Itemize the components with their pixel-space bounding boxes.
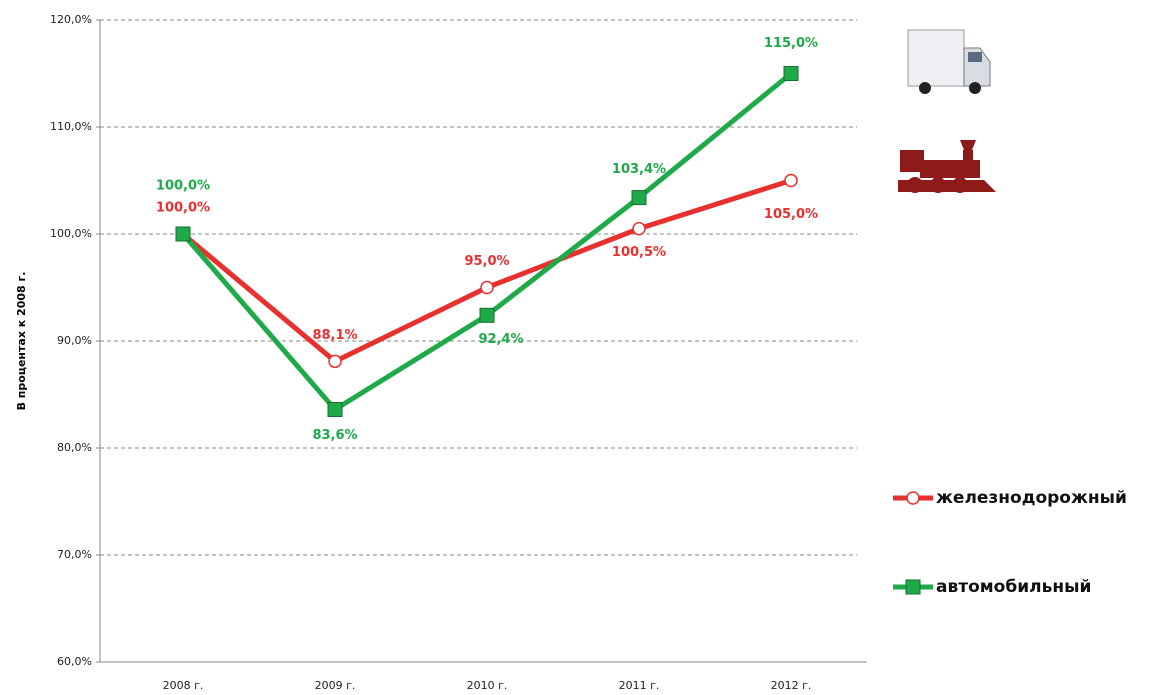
y-tick-label: 110,0% xyxy=(50,120,92,133)
x-tick-label: 2012 г. xyxy=(771,679,812,692)
legend-label: автомобильный xyxy=(936,577,1091,597)
value-label: 115,0% xyxy=(764,36,818,51)
value-label: 100,0% xyxy=(156,201,210,216)
y-tick-label: 60,0% xyxy=(57,655,92,668)
y-tick-label: 80,0% xyxy=(57,441,92,454)
legend-marker xyxy=(906,491,920,505)
series-line xyxy=(181,71,793,412)
marker xyxy=(783,66,799,81)
truck-icon xyxy=(907,29,991,94)
marker xyxy=(631,190,647,206)
locomotive-icon xyxy=(898,140,996,193)
marker xyxy=(175,226,191,242)
value-label: 100,5% xyxy=(612,245,666,260)
marker xyxy=(327,401,343,417)
value-label: 88,1% xyxy=(312,328,357,343)
x-tick-label: 2010 г. xyxy=(467,679,508,692)
y-tick-label: 90,0% xyxy=(57,334,92,347)
x-tick-label: 2008 г. xyxy=(163,679,204,692)
y-tick-label: 70,0% xyxy=(57,548,92,561)
value-label: 95,0% xyxy=(464,254,509,269)
value-label: 100,0% xyxy=(156,179,210,194)
x-tick-label: 2009 г. xyxy=(315,679,356,692)
value-label: 105,0% xyxy=(764,207,818,222)
marker xyxy=(328,354,342,369)
x-tick-label: 2011 г. xyxy=(619,679,660,692)
value-label: 92,4% xyxy=(478,332,523,347)
marker xyxy=(479,307,495,323)
legend-marker xyxy=(905,579,921,595)
legend-label: железнодорожный xyxy=(936,488,1127,508)
y-tick-label: 100,0% xyxy=(50,227,92,240)
marker xyxy=(632,221,646,236)
value-label: 83,6% xyxy=(312,428,357,443)
value-label: 103,4% xyxy=(612,162,666,177)
y-axis-label: В процентах к 2008 г. xyxy=(15,272,28,411)
y-tick-label: 120,0% xyxy=(50,13,92,26)
marker xyxy=(784,173,798,188)
marker xyxy=(480,280,494,295)
